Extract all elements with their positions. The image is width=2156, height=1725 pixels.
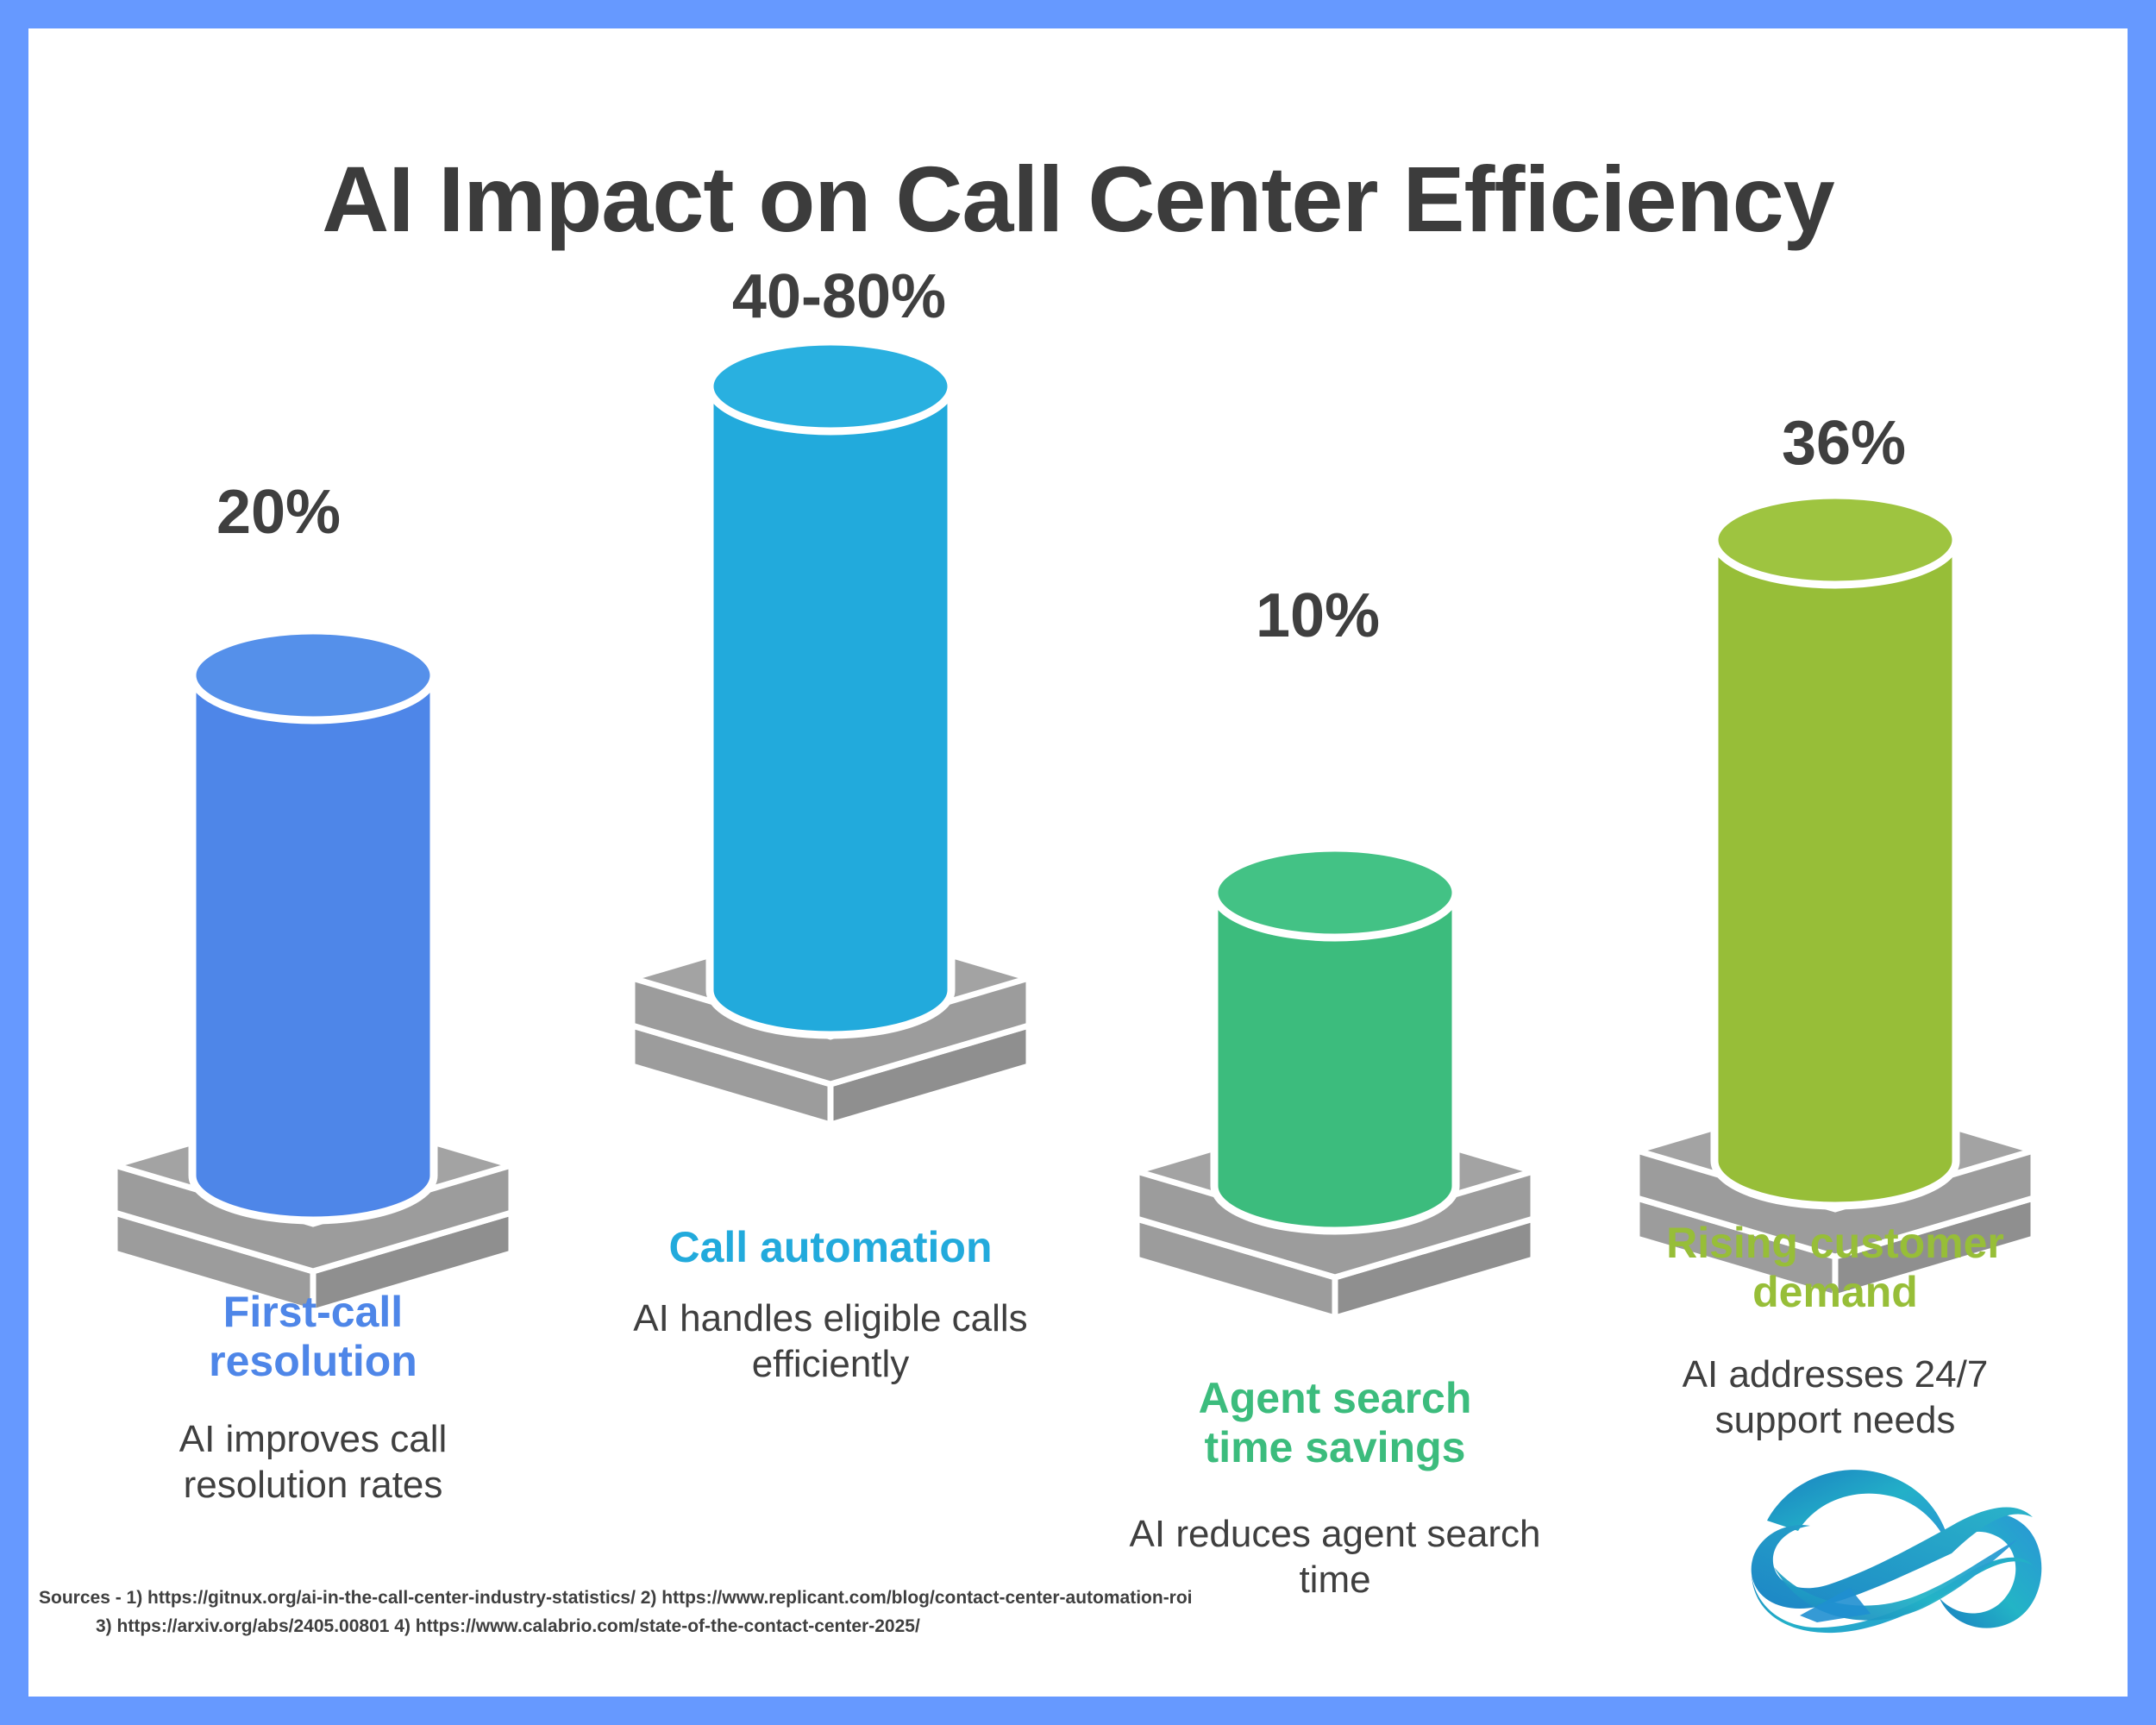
value-label-rising-customer-demand: 36% — [1781, 409, 1907, 478]
value-label-first-call-resolution: 20% — [216, 478, 342, 547]
bar-desc-call-automation: AI handles eligible calls efficiently — [633, 1297, 1028, 1385]
value-label-agent-search-time-savings: 10% — [1255, 581, 1381, 650]
bar-title-rising-customer-demand: Rising customer demand — [1666, 1219, 2004, 1316]
page-title: AI Impact on Call Center Efficiency — [322, 147, 1834, 251]
cylinder-call-automation — [621, 337, 1040, 1129]
cylinder-body-agent-search-time-savings — [1210, 844, 1460, 1235]
chart-stage: 20% First-call — [28, 28, 2128, 1697]
cylinder-rising-customer-demand — [1626, 491, 2045, 1302]
bar-title-agent-search-time-savings: Agent search time savings — [1198, 1374, 1472, 1471]
bar-group-agent-search-time-savings[interactable]: 10% Agent search time savings — [1076, 563, 1594, 1601]
cylinder-agent-search-time-savings — [1125, 844, 1545, 1322]
bar-group-call-automation[interactable]: 40-80% Call automation AI han — [572, 235, 1089, 1385]
cylinder-body-rising-customer-demand — [1710, 491, 1960, 1210]
sources-line-2: 3) https://arxiv.org/abs/2405.00801 4) h… — [96, 1615, 920, 1636]
cloud-infinity-logo — [1751, 1470, 2042, 1634]
bar-desc-agent-search-time-savings: AI reduces agent search time — [1129, 1513, 1541, 1601]
sources-note: Sources - 1) https://gitnux.org/ai-in-th… — [39, 1557, 1193, 1669]
bar-desc-first-call-resolution: AI improves call resolution rates — [179, 1418, 448, 1506]
bar-title-call-automation: Call automation — [668, 1223, 993, 1271]
bar-group-first-call-resolution[interactable]: 20% First-call — [54, 460, 572, 1506]
infographic-canvas: AI Impact on Call Center Efficiency 20% — [28, 28, 2128, 1697]
bar-group-rising-customer-demand[interactable]: 36% Rising customer demand AI — [1576, 391, 2094, 1441]
bar-desc-rising-customer-demand: AI addresses 24/7 support needs — [1682, 1353, 1989, 1441]
cylinder-body-first-call-resolution — [188, 626, 438, 1225]
value-label-call-automation: 40-80% — [731, 262, 947, 331]
cylinder-body-call-automation — [705, 337, 956, 1039]
sources-line-1: Sources - 1) https://gitnux.org/ai-in-th… — [39, 1588, 1193, 1609]
cylinder-first-call-resolution — [103, 626, 523, 1316]
bar-title-first-call-resolution: First-call resolution — [209, 1288, 417, 1385]
